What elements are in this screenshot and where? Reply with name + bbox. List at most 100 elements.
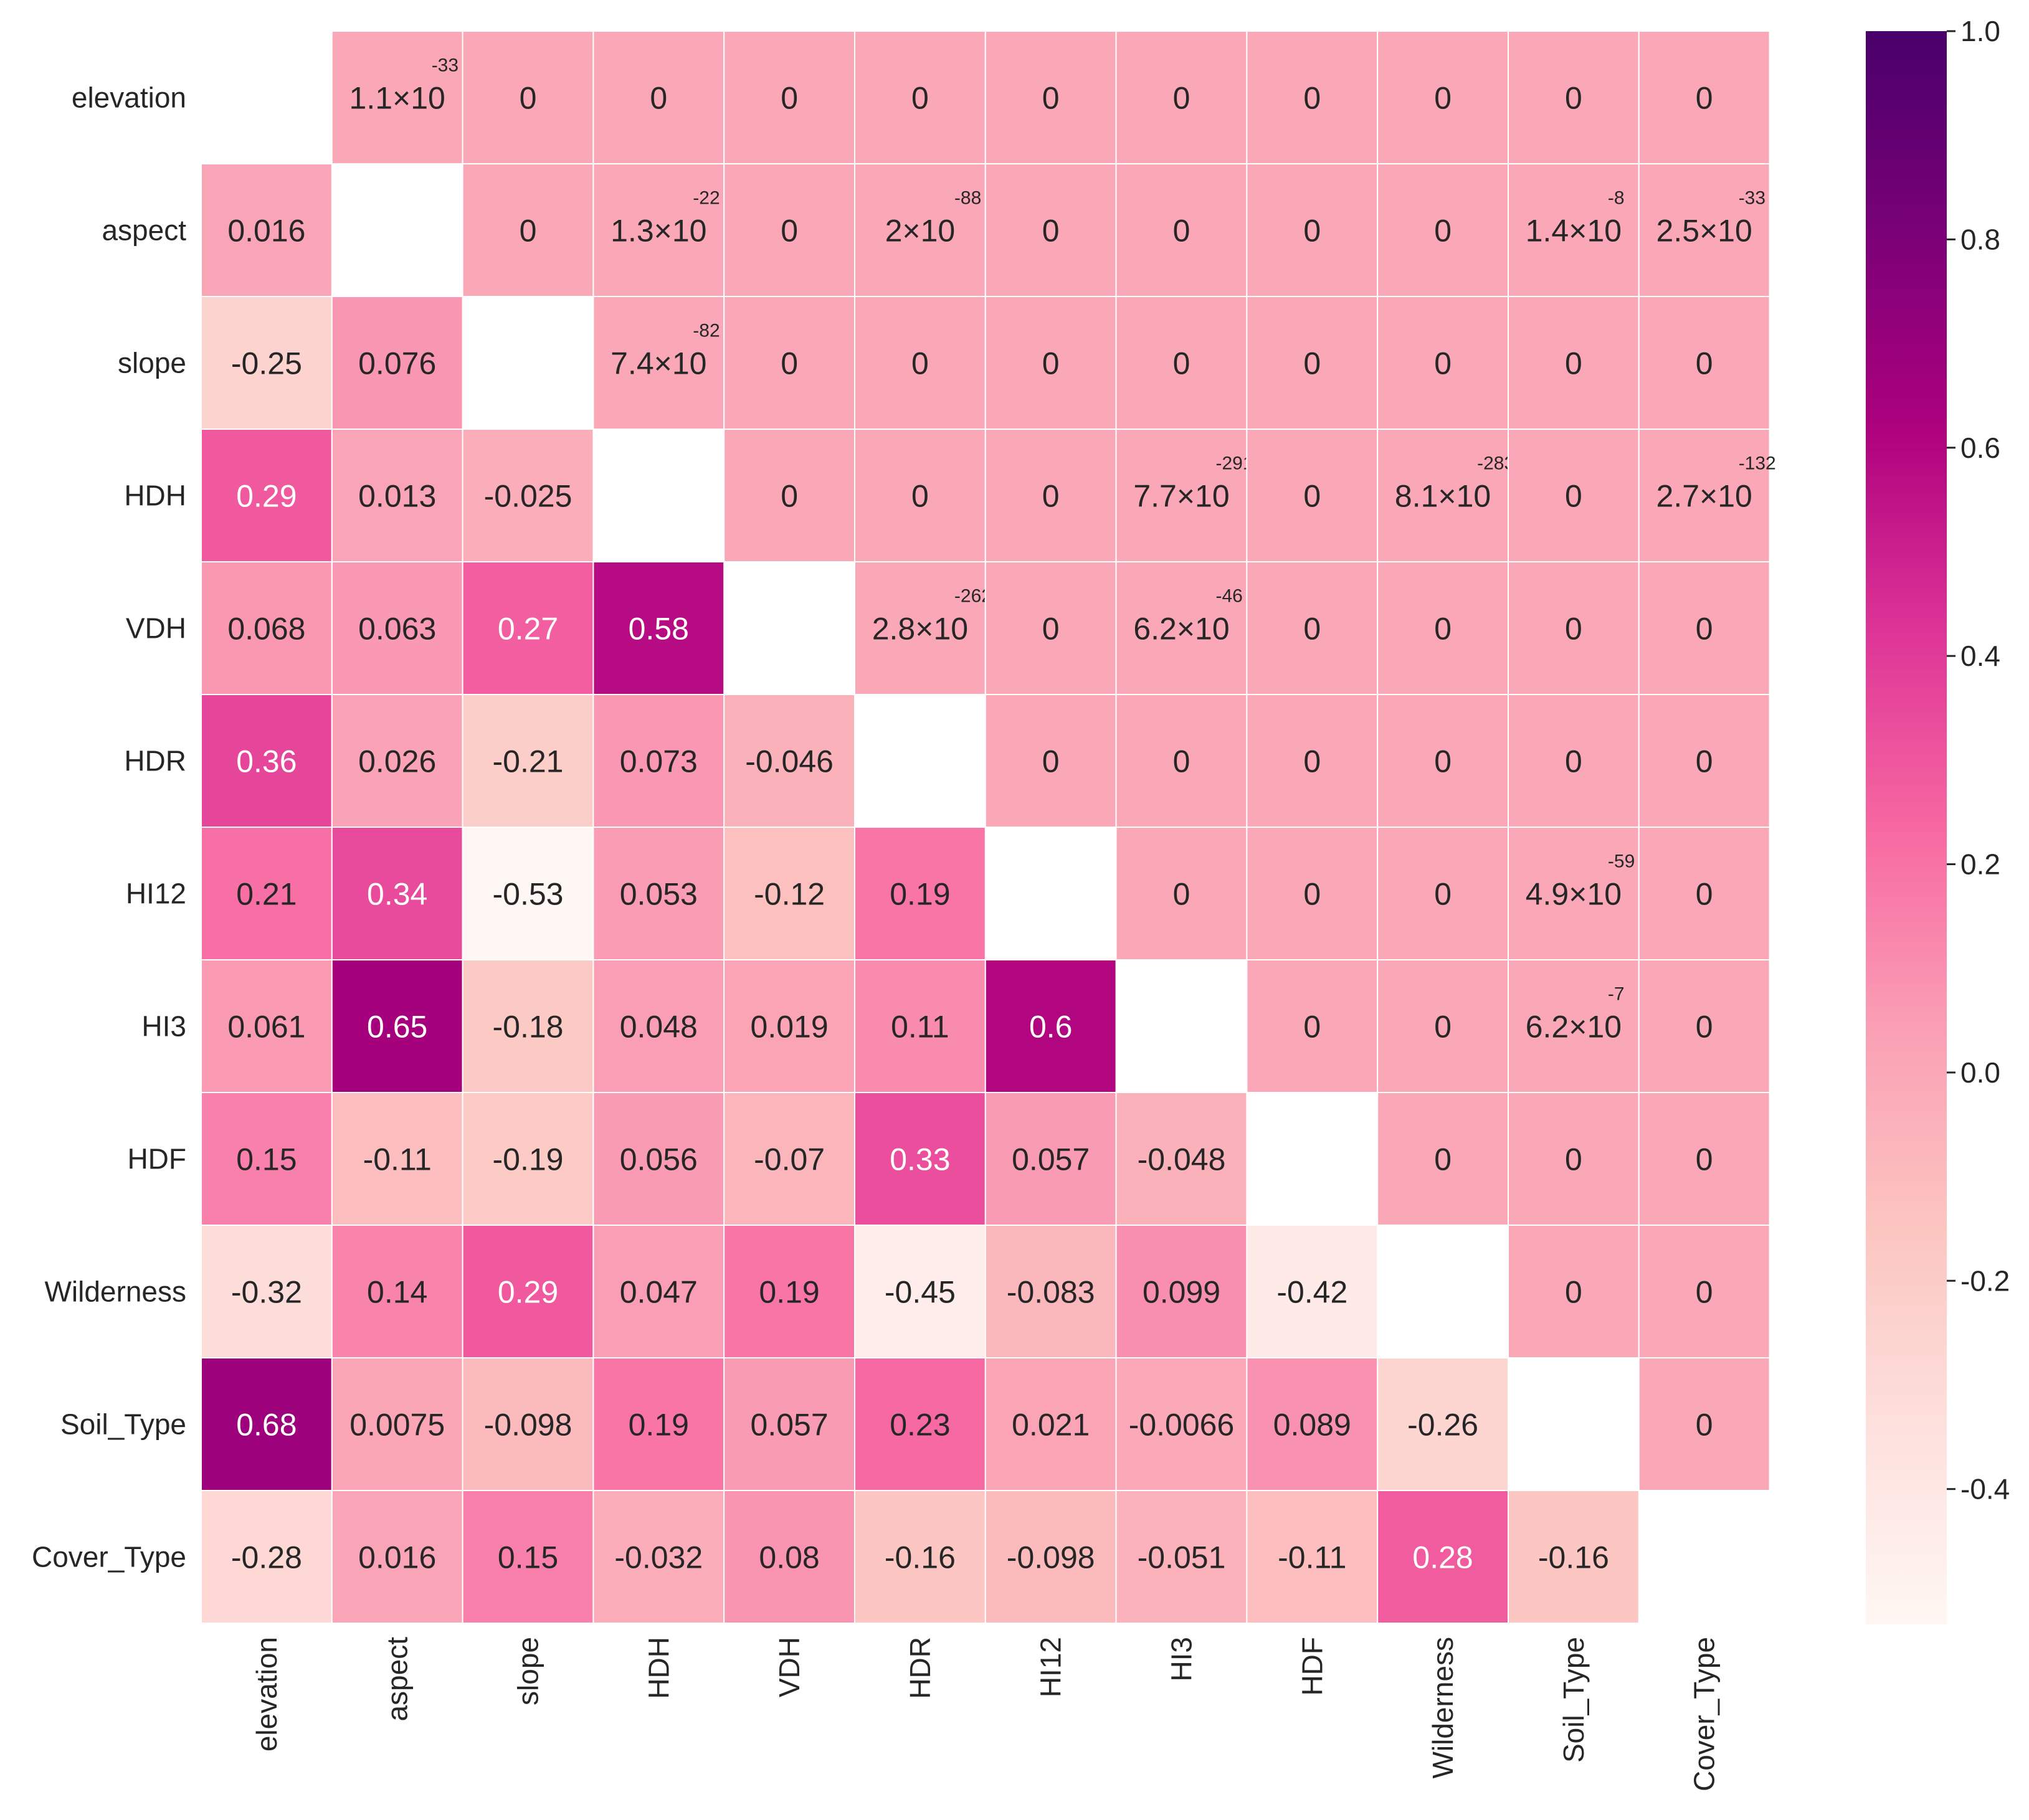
heatmap-cell-HDF-HI12	[984, 1092, 1117, 1226]
heatmap-cell-Cover_Type-HDH	[592, 1490, 725, 1624]
cell-label-HDR-HDF: 0	[1303, 744, 1321, 779]
colorbar-ticks: 1.0 0.8 0.6 0.4 0.2 0.0 -0.2 -0.4	[1947, 15, 2010, 1505]
heatmap-cell-Soil_Type-Cover_Type	[1638, 1357, 1770, 1491]
heatmap-cell-HI12-aspect	[331, 827, 463, 960]
heatmap-cell-Wilderness-HI12	[984, 1225, 1117, 1358]
heatmap-cell-aspect-HI12	[984, 163, 1117, 297]
heatmap-cell-aspect-HDH	[592, 163, 725, 297]
cell-label-elevation-Wilderness: 0	[1434, 81, 1452, 116]
heatmap-cell-HDR-Wilderness	[1377, 694, 1509, 828]
cell-exponent-VDH-HI3: -46	[1216, 586, 1243, 607]
heatmap-cell-HDH-HI12	[984, 429, 1117, 562]
cell-label-VDH-HDF: 0	[1303, 612, 1321, 647]
heatmap-cell-VDH-Wilderness	[1377, 561, 1509, 695]
heatmap-cell-HDF-HI3	[1115, 1092, 1248, 1226]
heatmap-cell-HDR-Soil_Type	[1508, 694, 1640, 828]
heatmap-cell-Soil_Type-HDH	[592, 1357, 725, 1491]
heatmap-cell-Cover_Type-HI12	[984, 1490, 1117, 1624]
cell-label-Cover_Type-HDH: -0.032	[614, 1540, 703, 1575]
heatmap-cell-Wilderness-HDF	[1246, 1225, 1379, 1358]
heatmap-cell-aspect-HI3	[1115, 163, 1248, 297]
cell-label-HI12-HDF: 0	[1303, 877, 1321, 912]
cell-label-Cover_Type-HDR: -0.16	[885, 1540, 956, 1575]
cell-exponent-aspect-Soil_Type: -8	[1608, 188, 1625, 209]
column-labels: elevation aspect slope HDH VDH HDR HI12 HI3 HDF W…	[250, 1637, 1721, 1791]
colorbar-tick-label: 0.2	[1960, 848, 2000, 881]
column-label-HDR: HDR	[904, 1637, 936, 1699]
cell-label-Wilderness-aspect: 0.14	[367, 1275, 427, 1310]
heatmap-cell-Soil_Type-slope	[462, 1357, 594, 1491]
heatmap-cell-Soil_Type-HDR	[854, 1357, 986, 1491]
cell-label-HI3-aspect: 0.65	[367, 1010, 427, 1045]
column-label-Wilderness: Wilderness	[1427, 1637, 1459, 1779]
heatmap-cell-HDR-VDH	[723, 694, 855, 828]
heatmap-cell-HI3-HI12	[984, 959, 1117, 1093]
heatmap-cell-HI12-VDH	[723, 827, 855, 960]
cell-label-Wilderness-HDH: 0.047	[620, 1275, 698, 1310]
cell-label-HI3-Wilderness: 0	[1434, 1010, 1452, 1045]
heatmap-cell-HI12-Wilderness	[1377, 827, 1509, 960]
cell-label-aspect-HDR: 2×10	[885, 214, 956, 249]
heatmap-cell-Wilderness-HDR	[854, 1225, 986, 1358]
cell-label-HDR-Soil_Type: 0	[1565, 744, 1582, 779]
cell-label-HDH-elevation: 0.29	[236, 479, 297, 514]
heatmap-cell-HDH-slope	[462, 429, 594, 562]
heatmap-cell-Soil_Type-HDF	[1246, 1357, 1379, 1491]
heatmap-cell-HDF-Wilderness	[1377, 1092, 1509, 1226]
cell-label-aspect-Cover_Type: 2.5×10	[1656, 214, 1752, 249]
heatmap-cell-Cover_Type-Wilderness	[1377, 1490, 1509, 1624]
cell-label-slope-VDH: 0	[781, 346, 798, 381]
heatmap-cell-HI12-HDR	[854, 827, 986, 960]
cell-label-HI3-VDH: 0.019	[751, 1010, 829, 1045]
cell-label-Wilderness-Soil_Type: 0	[1565, 1275, 1582, 1310]
row-labels: elevation aspect slope HDH VDH HDR HI12 HI3 HDF W…	[32, 82, 186, 1573]
cell-label-HI3-HI12: 0.6	[1029, 1010, 1073, 1045]
cell-label-Cover_Type-HDF: -0.11	[1278, 1540, 1346, 1575]
heatmap-cell-elevation-HI12	[984, 31, 1117, 164]
cell-label-VDH-HDR: 2.8×10	[872, 612, 968, 647]
cell-label-elevation-Soil_Type: 0	[1565, 81, 1582, 116]
cell-label-Wilderness-slope: 0.29	[498, 1275, 558, 1310]
colorbar-tick-label: 1.0	[1960, 15, 2000, 47]
column-label-Soil_Type: Soil_Type	[1557, 1637, 1590, 1763]
heatmap-cell-Cover_Type-Soil_Type	[1508, 1490, 1640, 1624]
cell-label-HI12-Wilderness: 0	[1434, 877, 1452, 912]
cell-label-Wilderness-HDR: -0.45	[885, 1275, 956, 1310]
heatmap-cell-HI3-HDF	[1246, 959, 1379, 1093]
cell-label-HI12-HDR: 0.19	[890, 877, 950, 912]
cell-label-elevation-HDF: 0	[1303, 81, 1321, 116]
cell-label-HDH-HI3: 7.7×10	[1133, 479, 1229, 514]
row-label-Soil_Type: Soil_Type	[60, 1408, 186, 1441]
row-label-HDR: HDR	[124, 745, 186, 777]
cell-label-elevation-HDR: 0	[911, 81, 929, 116]
cell-label-Soil_Type-Cover_Type: 0	[1696, 1408, 1713, 1443]
cell-label-Cover_Type-slope: 0.15	[498, 1540, 558, 1575]
cell-label-HI3-elevation: 0.061	[227, 1010, 305, 1045]
heatmap-cell-HDR-Cover_Type	[1638, 694, 1770, 828]
cell-label-HI3-HDH: 0.048	[620, 1010, 698, 1045]
row-label-VDH: VDH	[126, 612, 186, 645]
heatmap-cell-HI3-HDR	[854, 959, 986, 1093]
cell-label-elevation-HI12: 0	[1042, 81, 1060, 116]
heatmap-cell-HDF-HDH	[592, 1092, 725, 1226]
heatmap-cell-Cover_Type-VDH	[723, 1490, 855, 1624]
cell-label-HDH-HI12: 0	[1042, 479, 1060, 514]
cell-label-Soil_Type-VDH: 0.057	[751, 1408, 829, 1443]
cell-label-HDF-Soil_Type: 0	[1565, 1142, 1582, 1177]
heatmap-cell-Wilderness-aspect	[331, 1225, 463, 1358]
row-label-HI12: HI12	[126, 878, 186, 910]
cell-label-HI3-Cover_Type: 0	[1696, 1010, 1713, 1045]
heatmap-cell-HDR-HDH	[592, 694, 725, 828]
cell-label-VDH-aspect: 0.063	[358, 612, 436, 647]
heatmap-cell-Wilderness-VDH	[723, 1225, 855, 1358]
row-label-elevation: elevation	[72, 82, 186, 114]
heatmap-cell-HDF-HDR	[854, 1092, 986, 1226]
heatmap-cell-VDH-HI3	[1115, 561, 1248, 695]
cell-exponent-HI12-Soil_Type: -59	[1608, 851, 1635, 872]
heatmap-cell-Wilderness-Cover_Type	[1638, 1225, 1770, 1358]
heatmap-cell-Wilderness-elevation	[201, 1225, 333, 1358]
heatmap-cell-Cover_Type-elevation	[201, 1490, 333, 1624]
cell-label-Soil_Type-HI12: 0.021	[1012, 1408, 1090, 1443]
heatmap-cell-HDF-Cover_Type	[1638, 1092, 1770, 1226]
